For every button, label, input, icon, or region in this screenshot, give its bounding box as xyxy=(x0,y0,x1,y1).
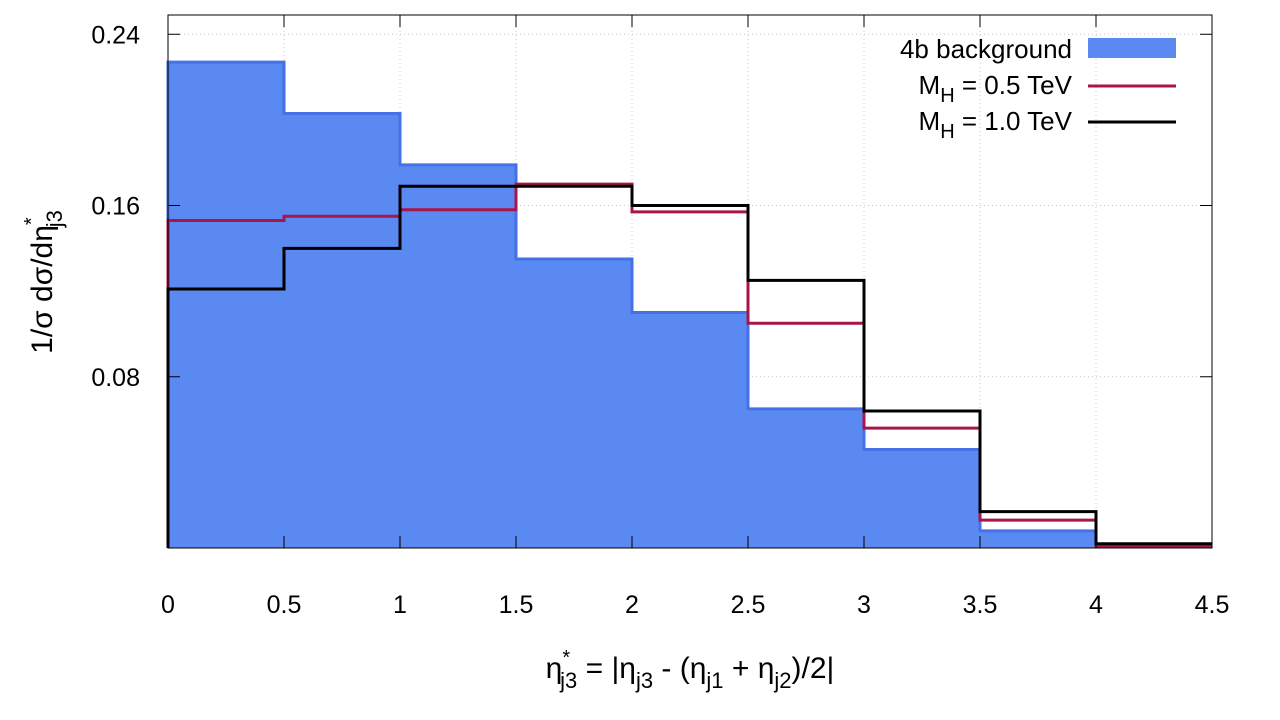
x-axis-title-part-plus: + η xyxy=(724,652,775,685)
signal-histograms xyxy=(166,182,1212,548)
background-bar xyxy=(284,113,400,548)
x-tick-label: 2 xyxy=(625,591,639,619)
legend-label-background: 4b background xyxy=(900,34,1072,64)
axis-ticks: 0 0.5 1 1.5 2 2.5 3 3.5 4 4.5 0.08 0.16 0.24 xyxy=(91,15,1229,619)
y-tick-label: 0.24 xyxy=(91,21,140,49)
background-bar xyxy=(864,449,980,548)
background-bar xyxy=(748,408,864,548)
x-axis-title-sub-j3b: j3 xyxy=(635,668,653,693)
background-outline xyxy=(166,60,1212,549)
x-axis-title-sub-j1: j1 xyxy=(705,668,723,693)
plot-frame xyxy=(167,14,1213,549)
x-tick-label: 3 xyxy=(857,591,871,619)
legend-mh-0-5-sub: H xyxy=(940,85,954,107)
legend-swatch-background xyxy=(1088,38,1176,58)
y-axis-title-star: * xyxy=(21,217,43,225)
y-axis-title: 1/σ dσ/dη*j3 xyxy=(21,210,67,354)
background-bar xyxy=(980,530,1096,548)
x-axis-title-part-minus: - (η xyxy=(653,652,706,685)
x-tick-label: 1 xyxy=(393,591,407,619)
x-axis-title-eta: η xyxy=(546,652,563,685)
legend-mh-1-0-suffix: = 1.0 TeV xyxy=(955,106,1073,136)
x-axis-title-part-end: )/2| xyxy=(792,652,835,685)
background-bar xyxy=(400,164,516,548)
legend-mh-0-5-prefix: M xyxy=(919,70,941,100)
x-axis-title-part-eq: = |η xyxy=(577,652,636,685)
background-histogram xyxy=(166,60,1212,549)
legend-mh-1-0-prefix: M xyxy=(919,106,941,136)
legend-mh-1-0-sub: H xyxy=(940,121,954,143)
y-tick-label: 0.16 xyxy=(91,193,140,221)
legend-item-mh-0-5: MH = 0.5 TeV xyxy=(919,70,1176,107)
signal-line-mh-0-5 xyxy=(166,182,1212,548)
x-axis-title-star: * xyxy=(562,647,570,669)
x-tick-label: 2.5 xyxy=(731,591,766,619)
y-axis-title-sub-j3: j3 xyxy=(42,210,67,228)
legend-item-background: 4b background xyxy=(900,34,1176,64)
x-axis-title: η* j3 = |ηj3 - (ηj1 + ηj2)/2| xyxy=(546,647,835,693)
x-tick-label: 1.5 xyxy=(499,591,534,619)
signal-line-mh-1-0 xyxy=(166,184,1212,548)
x-tick-label: 3.5 xyxy=(963,591,998,619)
x-tick-label: 0.5 xyxy=(267,591,302,619)
y-axis-title-main: 1/σ dσ/dη xyxy=(26,225,59,354)
legend-label-mh-0-5: MH = 0.5 TeV xyxy=(919,70,1073,107)
x-axis-title-sub-j3: j3 xyxy=(559,668,577,693)
background-bar xyxy=(516,259,632,548)
y-tick-label: 0.08 xyxy=(91,364,140,392)
x-tick-label: 4 xyxy=(1089,591,1103,619)
x-axis-title-sub-j2: j2 xyxy=(773,668,791,693)
legend-item-mh-1-0: MH = 1.0 TeV xyxy=(919,106,1176,143)
legend-mh-0-5-suffix: = 0.5 TeV xyxy=(955,70,1073,100)
legend-label-mh-1-0: MH = 1.0 TeV xyxy=(919,106,1073,143)
x-tick-label: 0 xyxy=(161,591,175,619)
background-bar xyxy=(632,312,748,548)
x-tick-label: 4.5 xyxy=(1195,591,1230,619)
background-bar xyxy=(168,62,284,548)
legend: 4b background MH = 0.5 TeV MH = 1.0 TeV xyxy=(900,34,1176,143)
